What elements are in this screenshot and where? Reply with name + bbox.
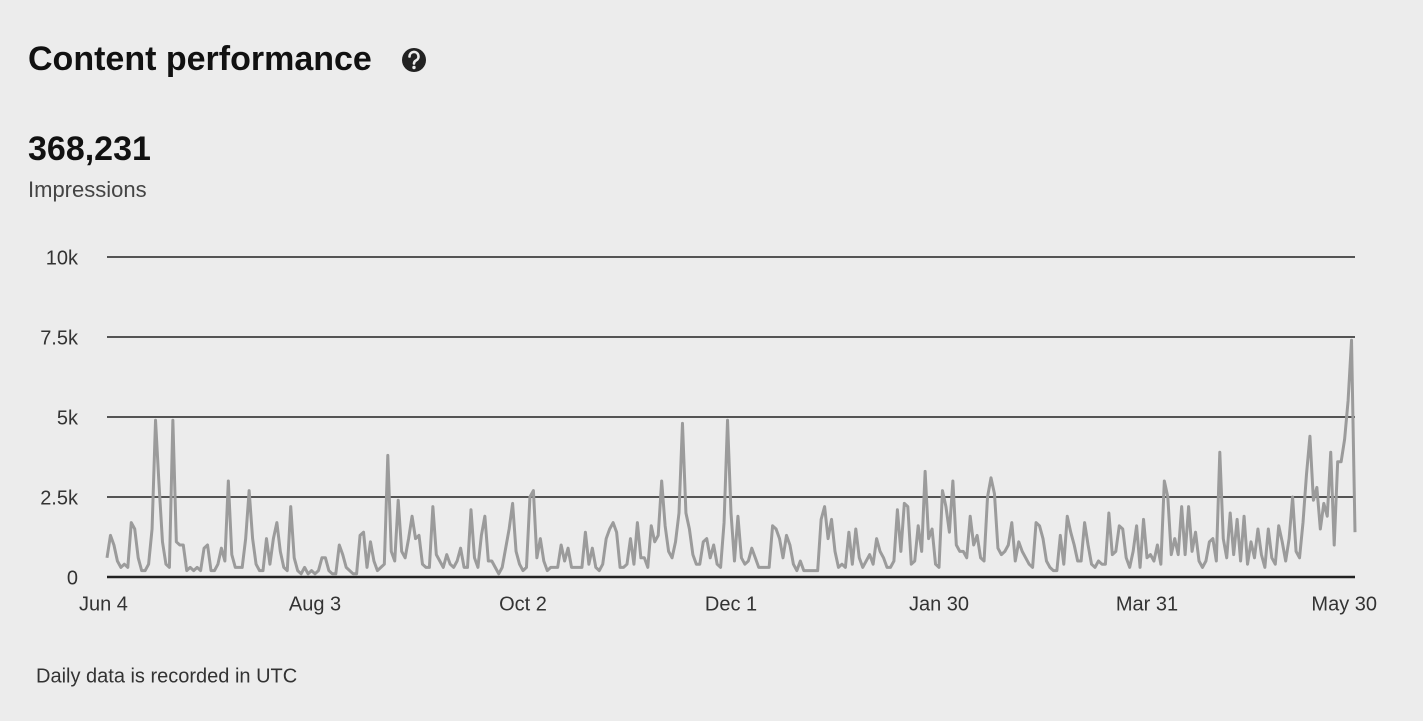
x-tick-label: Aug 3: [289, 593, 341, 615]
x-tick-label: Oct 2: [499, 593, 547, 615]
summary-label: Impressions: [28, 177, 147, 202]
x-tick-label: Mar 31: [1116, 593, 1178, 615]
x-tick-label: May 30: [1311, 593, 1377, 615]
summary-value: 368,231: [28, 130, 151, 168]
data-line: [105, 338, 1357, 576]
x-tick-label: Jan 30: [909, 593, 969, 615]
y-tick-label: 2.5k: [40, 487, 79, 509]
y-tick-label: 10k: [46, 247, 79, 269]
x-tick-label: Dec 1: [705, 593, 757, 615]
y-tick-label: 7.5k: [40, 327, 79, 349]
help-icon[interactable]: [402, 48, 426, 72]
y-tick-label: 0: [67, 567, 78, 589]
footnote: Daily data is recorded in UTC: [36, 665, 297, 687]
chart-title: Content performance: [28, 40, 372, 78]
x-tick-label: Jun 4: [79, 593, 128, 615]
y-tick-label: 5k: [57, 407, 79, 429]
